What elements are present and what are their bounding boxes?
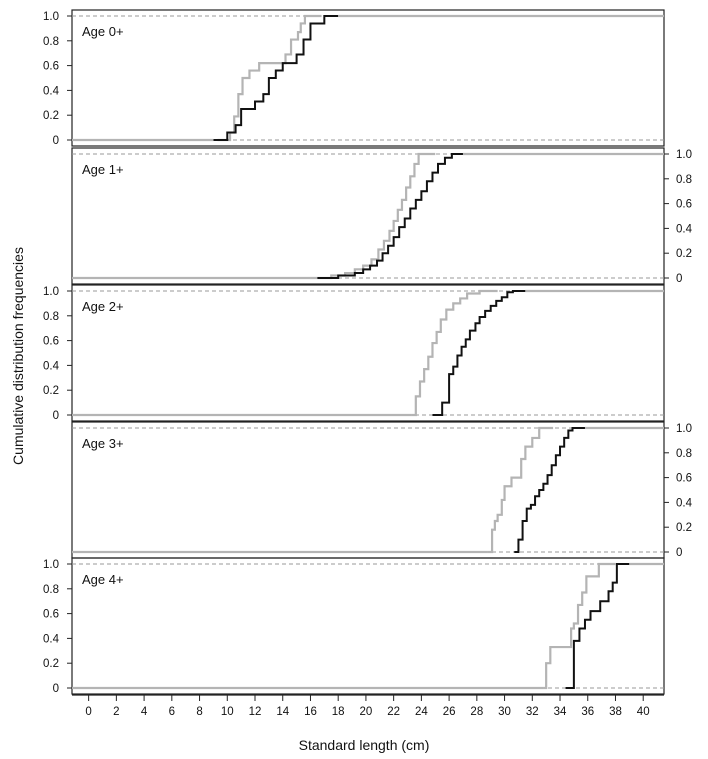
y-tick-label: 0 xyxy=(53,410,59,422)
y-tick-label: 0.2 xyxy=(676,248,692,260)
y-tick-label: 1.0 xyxy=(43,286,59,298)
series-line-black xyxy=(432,290,526,416)
panel-frame xyxy=(71,557,665,695)
y-tick-label: 0.4 xyxy=(43,633,60,645)
y-tick-label: 1.0 xyxy=(43,559,59,571)
x-tick-label: 32 xyxy=(526,706,539,718)
series-line-grey xyxy=(310,152,436,280)
y-tick-label: 0.6 xyxy=(43,609,59,621)
y-tick-label: 0.4 xyxy=(43,85,60,97)
panel-5: 0 0.2 0.4 0.6 0.8 1.0 Age 4+ xyxy=(43,557,665,695)
panel-1: 0 0.2 0.4 0.6 0.8 1.0 Age 0+ xyxy=(43,9,665,147)
x-tick-label: 14 xyxy=(276,706,289,718)
panel-label: Age 3+ xyxy=(82,436,124,451)
panel-label: Age 2+ xyxy=(82,299,124,314)
y-tick-label: 0.6 xyxy=(676,199,692,211)
series-line-black xyxy=(213,15,339,141)
x-tick-label: 26 xyxy=(443,706,456,718)
x-tick-label: 16 xyxy=(304,706,317,718)
y-tick-label: 0 xyxy=(676,273,682,285)
panel-2: 0 0.2 0.4 0.6 0.8 1.0 Age 1+ xyxy=(71,147,693,285)
y-tick-label: 1.0 xyxy=(43,11,59,23)
y-tick-label: 1.0 xyxy=(676,149,692,161)
x-tick-label: 24 xyxy=(415,706,428,718)
series-line-black xyxy=(514,427,585,553)
y-tick-label: 0.2 xyxy=(43,658,59,670)
y-tick-label: 0.8 xyxy=(676,174,692,186)
series-line-grey xyxy=(411,289,498,417)
panel-frame xyxy=(71,9,665,147)
y-tick-label: 0.8 xyxy=(676,448,692,460)
y-tick-label: 0.8 xyxy=(43,36,59,48)
x-tick-label: 12 xyxy=(249,706,262,718)
x-tick-label: 22 xyxy=(387,706,400,718)
series-line-black xyxy=(317,153,463,279)
x-tick-label: 10 xyxy=(221,706,234,718)
x-axis-title: Standard length (cm) xyxy=(299,737,430,753)
x-tick-label: 2 xyxy=(113,706,119,718)
x-tick-label: 30 xyxy=(498,706,511,718)
panel-frame xyxy=(71,147,665,285)
y-tick-label: 0.4 xyxy=(43,360,60,372)
panel-frame xyxy=(71,284,665,422)
y-tick-label: 0 xyxy=(53,683,59,695)
x-tick-label: 8 xyxy=(196,706,202,718)
x-tick-label: 6 xyxy=(169,706,175,718)
panel-label: Age 1+ xyxy=(82,162,124,177)
y-tick-label: 0.6 xyxy=(43,61,59,73)
y-tick-label: 0.2 xyxy=(43,385,59,397)
y-tick-label: 0 xyxy=(676,547,682,559)
y-tick-label: 0 xyxy=(53,135,59,147)
x-tick-label: 40 xyxy=(637,706,650,718)
y-tick-label: 0.6 xyxy=(43,336,59,348)
x-tick-label: 36 xyxy=(581,706,594,718)
y-tick-label: 0.2 xyxy=(43,110,59,122)
panel-label: Age 4+ xyxy=(82,572,124,587)
y-tick-label: 0.8 xyxy=(43,311,59,323)
x-tick-label: 0 xyxy=(85,706,91,718)
panel-label: Age 0+ xyxy=(82,24,124,39)
y-tick-label: 0.8 xyxy=(43,584,59,596)
series-line-grey xyxy=(543,562,616,690)
panel-frame xyxy=(71,421,665,559)
x-tick-label: 4 xyxy=(141,706,148,718)
y-axis-title: Cumulative distribution frequencies xyxy=(10,247,26,465)
y-tick-label: 0.6 xyxy=(676,473,692,485)
y-tick-label: 0.4 xyxy=(676,223,693,235)
series-line-black xyxy=(565,563,630,689)
series-line-grey xyxy=(487,426,554,554)
x-tick-label: 34 xyxy=(554,706,567,718)
x-axis: 0 2 4 6 8 10 12 14 16 18 20 22 24 26 28 30 32 34 36 38 40 xyxy=(72,694,664,718)
x-tick-label: 18 xyxy=(332,706,345,718)
series-line-grey xyxy=(217,14,322,142)
y-tick-label: 0.4 xyxy=(676,497,693,509)
panel-3: 0 0.2 0.4 0.6 0.8 1.0 Age 2+ xyxy=(43,284,665,422)
panel-4: 0 0.2 0.4 0.6 0.8 1.0 Age 3+ xyxy=(71,421,693,559)
y-tick-label: 0.2 xyxy=(676,522,692,534)
x-tick-label: 20 xyxy=(360,706,373,718)
chart-panels: 0 0.2 0.4 0.6 0.8 1.0 Age 0+ 0 0.2 0.4 0.6 0.8 1.0 Ag… xyxy=(43,9,693,695)
y-tick-label: 1.0 xyxy=(676,423,692,435)
x-tick-label: 28 xyxy=(470,706,483,718)
x-tick-label: 38 xyxy=(609,706,622,718)
